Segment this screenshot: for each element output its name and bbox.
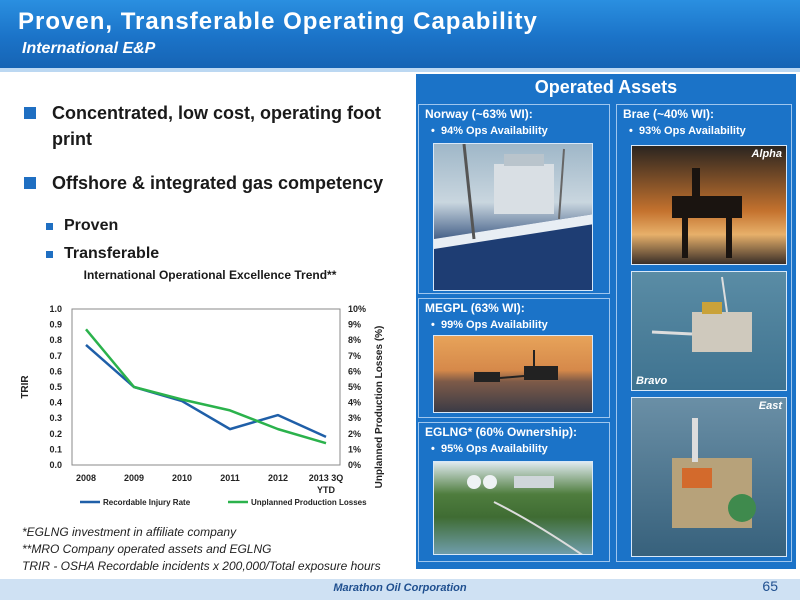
plot-area-border bbox=[71, 308, 341, 466]
square-bullet-icon bbox=[24, 177, 36, 189]
y-tick-label: 0.1 bbox=[49, 444, 62, 454]
brae-availability-text: 93% Ops Availability bbox=[638, 125, 746, 137]
eglng-title: EGLNG* (60% Ownership): bbox=[425, 425, 578, 439]
x-tick-label: 2008 bbox=[76, 473, 96, 483]
sub-bullet-item: Transferable bbox=[22, 242, 412, 266]
alpha-label: Alpha bbox=[751, 148, 782, 160]
y-tick-label: 0.0 bbox=[49, 460, 62, 470]
y-tick-label: 0.6 bbox=[49, 366, 62, 376]
y-tick-label: 0.5 bbox=[49, 382, 62, 392]
footnote: *EGLNG investment in affiliate company bbox=[22, 525, 237, 539]
y2-tick-label: 8% bbox=[348, 335, 361, 345]
footnote: TRIR - OSHA Recordable incidents x 200,0… bbox=[22, 559, 381, 573]
sub-bullet-item: Proven bbox=[22, 214, 412, 238]
y2-tick-label: 0% bbox=[348, 460, 361, 470]
norway-availability-text: 94% Ops Availability bbox=[440, 125, 548, 137]
recordable-injury-rate-line bbox=[85, 343, 327, 439]
brae-panel: Brae (~40% WI): • 93% Ops Availability A… bbox=[616, 104, 792, 562]
x-tick-label: 2012 bbox=[268, 473, 288, 483]
east-label: East bbox=[758, 400, 782, 412]
brae-alpha-photo: Alpha bbox=[631, 145, 787, 265]
y2-axis-title: Unplanned Production Losses (%) bbox=[374, 326, 385, 489]
norway-panel: Norway (~63% WI): • 94% Ops Availability bbox=[418, 104, 610, 294]
y-tick-label: 0.4 bbox=[49, 398, 62, 408]
y2-tick-label: 9% bbox=[348, 320, 361, 330]
bullet-item: Offshore & integrated gas competency bbox=[22, 170, 412, 196]
y-tick-label: 0.9 bbox=[49, 320, 62, 330]
page-number: 65 bbox=[762, 578, 778, 594]
eglng-plant-photo bbox=[433, 461, 593, 555]
norway-title: Norway (~63% WI): bbox=[425, 107, 533, 121]
megpl-panel: MEGPL (63% WI): • 99% Ops Availability bbox=[418, 298, 610, 418]
norway-availability: • 94% Ops Availability bbox=[431, 125, 548, 137]
bullet-text: Concentrated, low cost, operating foot p… bbox=[52, 103, 382, 149]
legend-label: Unplanned Production Losses bbox=[251, 498, 367, 507]
x-tick-label: 2013 3Q bbox=[309, 473, 344, 483]
y2-tick-label: 7% bbox=[348, 351, 361, 361]
megpl-platform-photo bbox=[433, 335, 593, 413]
unplanned-losses-line bbox=[85, 328, 327, 445]
lng-plant-image bbox=[467, 475, 583, 554]
sub-bullet-text: Transferable bbox=[64, 245, 160, 262]
eglng-availability-text: 95% Ops Availability bbox=[440, 443, 548, 455]
slide-subtitle: International E&P bbox=[22, 40, 156, 57]
square-bullet-icon bbox=[24, 107, 36, 119]
x-tick-label: 2009 bbox=[124, 473, 144, 483]
bravo-platform-image bbox=[651, 276, 752, 352]
brae-east-photo: East bbox=[631, 397, 787, 557]
y2-tick-label: 2% bbox=[348, 429, 361, 439]
y2-tick-label: 5% bbox=[348, 382, 361, 392]
assets-title: Operated Assets bbox=[534, 77, 678, 97]
y-tick-label: 0.3 bbox=[49, 413, 62, 423]
ship-image bbox=[434, 144, 592, 290]
megpl-availability: • 99% Ops Availability bbox=[431, 319, 548, 331]
eglng-panel: EGLNG* (60% Ownership): • 95% Ops Availa… bbox=[418, 422, 610, 562]
x-tick-label: 2010 bbox=[172, 473, 192, 483]
platform-silhouette-image bbox=[474, 350, 558, 382]
legend-label: Recordable Injury Rate bbox=[103, 498, 191, 507]
bullet-item: Concentrated, low cost, operating foot p… bbox=[22, 100, 412, 152]
trend-chart: 0.0 0.1 0.2 0.3 0.4 0.5 0.6 0.7 0.8 0.9 1.0 0% 1% 2% 3… bbox=[20, 304, 385, 507]
norway-fpso-photo bbox=[433, 143, 593, 291]
x-tick-label: 2011 bbox=[220, 473, 240, 483]
megpl-availability-text: 99% Ops Availability bbox=[440, 319, 548, 331]
sub-bullet-text: Proven bbox=[64, 217, 119, 234]
brae-availability: • 93% Ops Availability bbox=[629, 125, 746, 137]
footnotes: *EGLNG investment in affiliate company *… bbox=[22, 524, 381, 575]
chart-title: International Operational Excellence Tre… bbox=[83, 268, 337, 282]
x-tick-label-suffix: YTD bbox=[317, 485, 336, 495]
y2-tick-label: 10% bbox=[348, 304, 366, 314]
brae-bravo-photo: Bravo bbox=[631, 271, 787, 391]
megpl-title: MEGPL (63% WI): bbox=[425, 301, 525, 315]
operated-assets-panel: Operated Assets Norway (~63% WI): • 94% … bbox=[416, 74, 796, 569]
banner-stripe bbox=[0, 68, 800, 72]
y-tick-label: 0.2 bbox=[49, 429, 62, 439]
y-tick-label: 0.7 bbox=[49, 351, 62, 361]
footnote: **MRO Company operated assets and EGLNG bbox=[22, 542, 272, 556]
brae-title: Brae (~40% WI): bbox=[623, 107, 715, 121]
east-platform-image bbox=[672, 418, 756, 528]
title-banner bbox=[0, 0, 800, 72]
y-tick-label: 1.0 bbox=[49, 304, 62, 314]
alpha-platform-image bbox=[672, 168, 742, 258]
footer-bar bbox=[0, 579, 800, 600]
y2-tick-label: 1% bbox=[348, 444, 361, 454]
y2-tick-label: 4% bbox=[348, 398, 361, 408]
square-bullet-icon bbox=[46, 223, 53, 230]
bullet-list: Concentrated, low cost, operating foot p… bbox=[22, 100, 412, 270]
bravo-label: Bravo bbox=[636, 375, 668, 387]
y-axis-title: TRIR bbox=[20, 375, 31, 399]
slide-title: Proven, Transferable Operating Capabilit… bbox=[18, 8, 538, 35]
y-tick-label: 0.8 bbox=[49, 335, 62, 345]
y2-tick-label: 3% bbox=[348, 413, 361, 423]
square-bullet-icon bbox=[46, 251, 53, 258]
footer-company: Marathon Oil Corporation bbox=[333, 582, 467, 594]
y2-tick-label: 6% bbox=[348, 366, 361, 376]
bullet-text: Offshore & integrated gas competency bbox=[52, 173, 384, 193]
eglng-availability: • 95% Ops Availability bbox=[431, 443, 548, 455]
